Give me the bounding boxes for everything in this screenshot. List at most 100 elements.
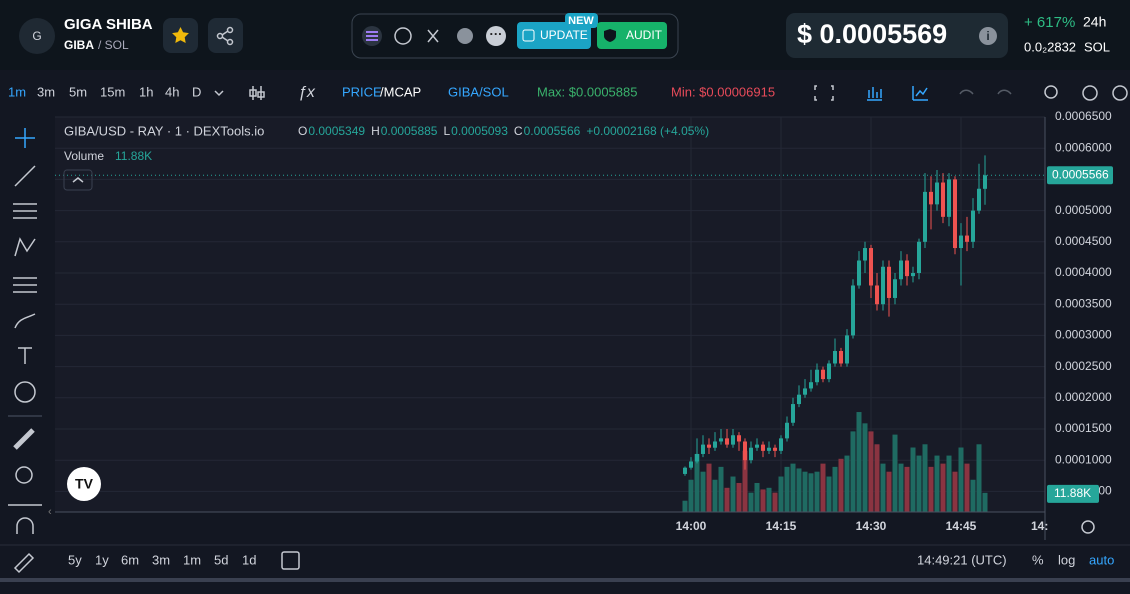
candle-body: [833, 351, 837, 364]
website-link[interactable]: [394, 27, 412, 45]
pattern-tool[interactable]: [14, 237, 36, 257]
more-button[interactable]: [486, 26, 506, 46]
indicators-button[interactable]: ƒx: [298, 84, 316, 101]
interval-menu[interactable]: [214, 90, 224, 97]
pair-toggle[interactable]: GIBA/SOL: [448, 84, 509, 99]
volume-bar: [832, 466, 838, 512]
tradingview-logo[interactable]: [67, 467, 101, 501]
volume-bar: [748, 492, 754, 512]
update-button[interactable]: [517, 22, 591, 49]
candle-body: [893, 279, 897, 298]
collapse-legend[interactable]: [63, 169, 93, 191]
range[interactable]: 3m: [152, 552, 170, 567]
candle-body: [851, 285, 855, 336]
search-button[interactable]: [1044, 85, 1058, 99]
candle-body: [845, 335, 849, 364]
volume-value: 11.88K: [115, 149, 152, 163]
candle-body: [743, 441, 747, 461]
candle-body: [965, 235, 969, 242]
undo-button[interactable]: [959, 89, 974, 95]
bars-button[interactable]: [867, 87, 882, 101]
zoom-tool[interactable]: [15, 466, 33, 484]
fib-tool[interactable]: [13, 203, 37, 219]
interval[interactable]: D: [192, 84, 201, 99]
chart-type-button[interactable]: [249, 86, 265, 100]
volume-title: Volume: [64, 149, 104, 163]
ruler-tool[interactable]: [13, 428, 35, 450]
area-button[interactable]: [912, 86, 928, 101]
volume-bar: [700, 471, 706, 512]
sol-unit: SOL: [1084, 39, 1110, 54]
volume-bar: [886, 471, 892, 512]
text-tool[interactable]: [18, 347, 32, 364]
y-tick-label: 0.0001000: [1055, 452, 1112, 466]
volume-bar: [982, 492, 988, 512]
volume-bar: [712, 479, 718, 512]
projection-tool[interactable]: [13, 277, 37, 293]
scroll-left[interactable]: ‹: [48, 506, 52, 518]
info-icon[interactable]: [979, 27, 997, 45]
ohlc-key: C: [514, 124, 523, 138]
range[interactable]: 5d: [214, 552, 228, 567]
volume-bar: [718, 466, 724, 512]
cursor-tool[interactable]: [15, 128, 35, 148]
lock-tool[interactable]: [13, 552, 35, 574]
solana-icon: [366, 31, 378, 41]
volume-bar: [916, 455, 922, 512]
token-name: GIGA SHIBA: [64, 16, 153, 33]
candle-body: [923, 191, 927, 242]
interval[interactable]: 15m: [100, 84, 125, 99]
telegram-link[interactable]: [457, 28, 473, 44]
candle-body: [971, 210, 975, 242]
settings-button[interactable]: [1082, 85, 1098, 101]
log-toggle[interactable]: log: [1058, 552, 1075, 567]
volume-bar: [862, 423, 868, 512]
line-tool[interactable]: [14, 165, 36, 187]
fullscreen-button[interactable]: [814, 85, 834, 101]
candle-body: [899, 260, 903, 280]
mcap-toggle[interactable]: /MCAP: [380, 84, 421, 99]
range[interactable]: 1y: [95, 552, 109, 567]
range[interactable]: 6m: [121, 552, 139, 567]
volume-bar: [808, 473, 814, 512]
price-toggle[interactable]: PRICE: [342, 84, 382, 99]
candle-body: [713, 441, 717, 448]
y-tick-label: 0.0004500: [1055, 234, 1112, 248]
date-range-button[interactable]: [281, 551, 300, 570]
ohlc-key: O: [298, 124, 307, 138]
volume-bar: [730, 476, 736, 512]
redo-button[interactable]: [997, 89, 1012, 95]
volume-bar: [766, 487, 772, 512]
axis-settings[interactable]: [1081, 520, 1095, 534]
candle-body: [857, 260, 861, 286]
range[interactable]: 1d: [242, 552, 256, 567]
magnet-tool[interactable]: [16, 517, 34, 534]
audit-button[interactable]: [597, 22, 667, 49]
snapshot-button[interactable]: [1112, 85, 1128, 101]
volume-bar: [964, 463, 970, 512]
legend-title: GIBA/USD - RAY · 1 · DEXTools.io: [64, 123, 264, 138]
x-link[interactable]: [427, 29, 439, 43]
ohlc-key: H: [371, 124, 380, 138]
share-button[interactable]: [208, 18, 243, 53]
candle-body: [737, 435, 741, 442]
candle-body: [695, 453, 699, 462]
interval[interactable]: 1m: [8, 84, 26, 99]
interval[interactable]: 5m: [69, 84, 87, 99]
auto-toggle[interactable]: auto: [1089, 552, 1114, 567]
candle-body: [827, 363, 831, 380]
volume-bar: [742, 450, 748, 512]
interval[interactable]: 1h: [139, 84, 153, 99]
resize-bar[interactable]: [0, 578, 1130, 582]
x-tick-label: 14:45: [946, 519, 977, 533]
interval[interactable]: 4h: [165, 84, 179, 99]
last-price-label: 0.0005566: [1052, 167, 1109, 181]
volume-bar: [838, 458, 844, 512]
percent-toggle[interactable]: %: [1032, 552, 1044, 567]
range[interactable]: 1m: [183, 552, 201, 567]
brush-tool[interactable]: [14, 313, 36, 329]
range[interactable]: 5y: [68, 552, 82, 567]
y-tick-label: 0.0002500: [1055, 359, 1112, 373]
interval[interactable]: 3m: [37, 84, 55, 99]
emoji-tool[interactable]: [14, 381, 36, 403]
